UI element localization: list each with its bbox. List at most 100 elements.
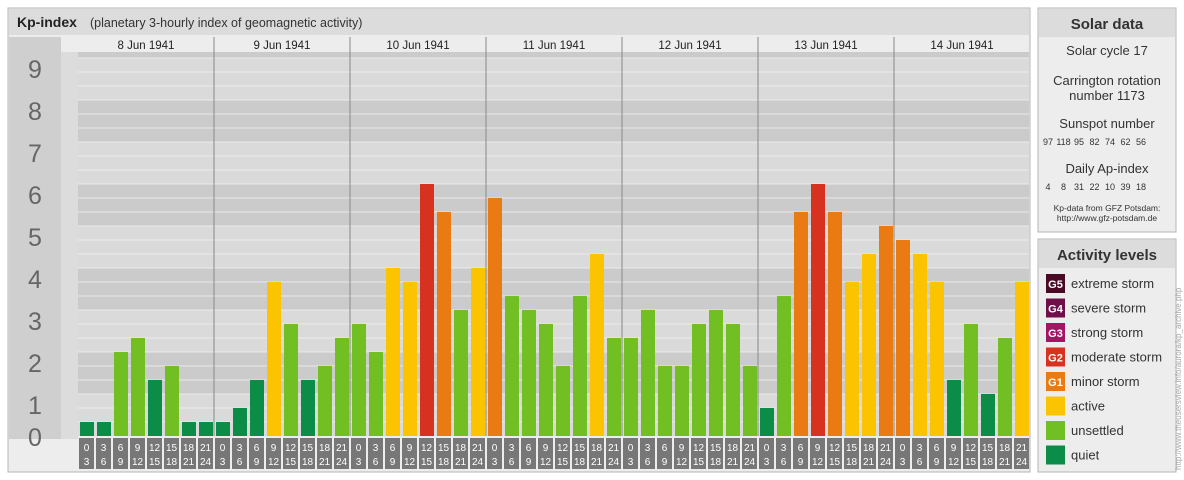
kp-bar <box>692 323 706 436</box>
hour-cell <box>776 438 791 469</box>
hour-cell <box>300 438 315 469</box>
day-label: 12 Jun 1941 <box>658 40 721 52</box>
hour-cell <box>79 438 94 469</box>
hour-end: 3 <box>628 457 634 468</box>
hour-end: 12 <box>132 457 144 468</box>
hour-cell <box>385 438 400 469</box>
activity-swatch <box>1046 421 1065 440</box>
hour-cell <box>827 438 842 469</box>
chart-title: Kp-index <box>17 14 77 30</box>
source-line-1: Kp-data from GFZ Potsdam: <box>1054 203 1161 213</box>
hour-cell <box>759 438 774 469</box>
kp-bar <box>471 268 485 436</box>
day-label: 9 Jun 1941 <box>254 40 311 52</box>
hour-end: 21 <box>999 457 1011 468</box>
hour-cell <box>402 438 417 469</box>
ap-value: 39 <box>1120 182 1130 192</box>
hour-end: 21 <box>863 457 875 468</box>
activity-label: severe storm <box>1071 301 1146 316</box>
hour-end: 12 <box>404 457 416 468</box>
hour-start: 6 <box>798 443 804 454</box>
hour-cell <box>963 438 978 469</box>
y-tick-label: 0 <box>28 424 42 452</box>
kp-bar <box>369 352 383 436</box>
activity-label: minor storm <box>1071 374 1140 389</box>
kp-bar <box>386 268 400 436</box>
hour-start: 21 <box>472 443 484 454</box>
hour-end: 9 <box>798 457 804 468</box>
hour-start: 9 <box>135 443 141 454</box>
chart-header-bg <box>9 9 1029 35</box>
hour-cell <box>351 438 366 469</box>
hour-end: 9 <box>662 457 668 468</box>
hour-end: 18 <box>710 457 722 468</box>
kp-band <box>78 100 1029 142</box>
kp-bar <box>964 323 978 436</box>
hour-start: 18 <box>319 443 331 454</box>
y-axis-column <box>9 37 61 439</box>
hour-cell <box>283 438 298 469</box>
hour-cell <box>470 438 485 469</box>
hour-cell <box>215 438 230 469</box>
hour-start: 12 <box>965 443 977 454</box>
hour-end: 6 <box>917 457 923 468</box>
hour-cell <box>997 438 1012 469</box>
day-label: 10 Jun 1941 <box>386 40 449 52</box>
kp-band <box>78 52 1029 58</box>
hour-cell <box>249 438 264 469</box>
hour-cell <box>589 438 604 469</box>
hour-end: 12 <box>268 457 280 468</box>
hour-start: 0 <box>900 443 906 454</box>
y-tick-label: 4 <box>28 266 42 294</box>
activity-badge: G1 <box>1048 377 1063 389</box>
hour-end: 9 <box>254 457 260 468</box>
day-label: 14 Jun 1941 <box>930 40 993 52</box>
ap-value: 31 <box>1074 182 1084 192</box>
hour-start: 9 <box>951 443 957 454</box>
hour-cell <box>725 438 740 469</box>
hour-cell <box>487 438 502 469</box>
ap-value: 10 <box>1105 182 1115 192</box>
kp-bar <box>947 380 961 436</box>
hour-end: 6 <box>645 457 651 468</box>
hour-end: 6 <box>237 457 243 468</box>
hour-cell <box>232 438 247 469</box>
hour-end: 24 <box>608 457 620 468</box>
activity-label: unsettled <box>1071 423 1124 438</box>
sunspot-values: 97 118 95 82 74 62 56 <box>1043 137 1146 147</box>
hour-end: 6 <box>101 457 107 468</box>
hour-end: 12 <box>540 457 552 468</box>
hour-cell <box>946 438 961 469</box>
sunspot-value: 95 <box>1074 137 1084 147</box>
hour-cell <box>419 438 434 469</box>
hour-start: 21 <box>608 443 620 454</box>
hour-start: 6 <box>390 443 396 454</box>
y-tick-label: 6 <box>28 182 42 210</box>
kp-bar <box>420 184 434 436</box>
hour-start: 0 <box>492 443 498 454</box>
hour-start: 3 <box>373 443 379 454</box>
hour-start: 21 <box>744 443 756 454</box>
y-tick-label: 2 <box>28 350 42 378</box>
day-label: 11 Jun 1941 <box>523 40 585 52</box>
y-tick-label: 7 <box>28 140 42 168</box>
sunspot-title: Sunspot number <box>1059 116 1155 131</box>
hour-cell <box>130 438 145 469</box>
hour-end: 18 <box>166 457 178 468</box>
hour-cell <box>96 438 111 469</box>
kp-bar <box>777 296 791 436</box>
hour-end: 18 <box>438 457 450 468</box>
kp-bar <box>845 281 859 436</box>
hour-cell <box>742 438 757 469</box>
hour-cell <box>147 438 162 469</box>
kp-bar <box>981 394 995 436</box>
kp-bar <box>539 323 553 436</box>
hour-start: 6 <box>254 443 260 454</box>
hour-end: 12 <box>948 457 960 468</box>
kp-bar <box>573 296 587 436</box>
hour-cell <box>623 438 638 469</box>
hour-start: 15 <box>710 443 722 454</box>
hour-cell <box>691 438 706 469</box>
solar-cycle: Solar cycle 17 <box>1066 43 1148 58</box>
hour-cell <box>453 438 468 469</box>
